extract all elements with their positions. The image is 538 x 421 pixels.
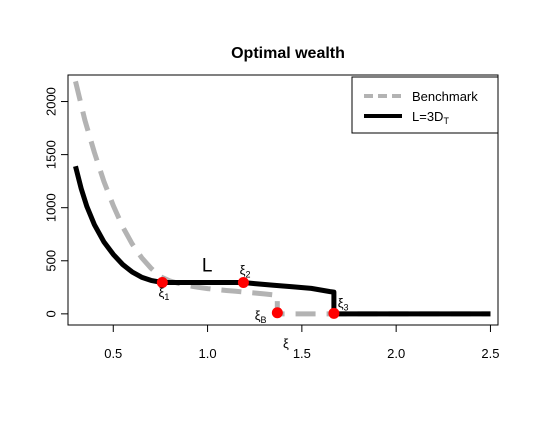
legend-label: L=3DT: [412, 109, 449, 126]
point-xi-B: [271, 307, 283, 319]
xi-1-label: ξ1: [159, 285, 170, 302]
plot-frame: [67, 74, 499, 326]
L-label: L: [202, 255, 213, 276]
x-tick-label: 2.0: [387, 346, 405, 361]
y-tick-label: 1000: [44, 193, 59, 222]
y-tick-label: 1500: [44, 140, 59, 169]
point-xi-1: [156, 277, 168, 289]
xi-3-label: ξ3: [338, 295, 349, 312]
x-tick-label: 0.5: [104, 346, 122, 361]
chart-title: Optimal wealth: [231, 45, 345, 62]
point-xi-3: [328, 307, 340, 319]
legend-box: [351, 76, 499, 134]
series-line-l-3d-t: [73, 165, 491, 317]
y-tick-label: 2000: [44, 87, 59, 116]
xi-2-label: ξ2: [240, 263, 251, 280]
xi-label: ξ: [283, 336, 289, 351]
x-tick-label: 2.5: [481, 346, 499, 361]
x-tick-label: 1.5: [293, 346, 311, 361]
xi-B-label: ξB: [255, 308, 267, 325]
y-tick-label: 0: [44, 310, 59, 317]
point-xi-2: [237, 277, 249, 289]
y-tick-label: 500: [44, 250, 59, 272]
legend-label: Benchmark: [412, 89, 478, 104]
x-tick-label: 1.0: [199, 346, 217, 361]
legend: Benchmark L=3DT: [351, 76, 499, 134]
